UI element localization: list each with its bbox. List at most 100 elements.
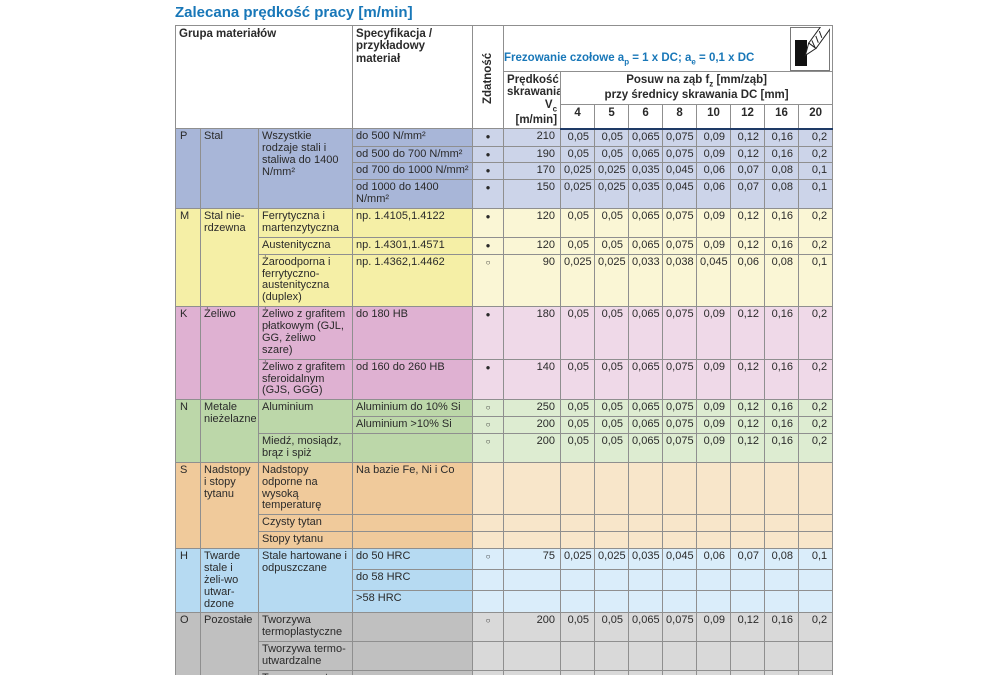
feed-value-cell [798,514,834,533]
rating-dot-very_good: ● [485,310,491,320]
feed-value-cell: 0,12 [730,208,766,238]
feed-value-cell [798,461,834,516]
feed-value-cell: 0,065 [628,416,664,435]
suitability-cell: ● [472,358,505,401]
spec-cell: Żaroodporna i ferrytyczno-austenityczna … [257,253,354,308]
header-suitability: Zdatność [472,24,505,130]
spec-cell: Ferrytyczna i martenzytyczna [257,208,354,238]
feed-value-cell [798,569,834,591]
cutting-speed-cell: 120 [503,236,562,255]
example-cell: np. 1.4105,1.4122 [352,208,474,238]
feed-value-cell [628,669,664,675]
material-row: Żeliwo z grafitem sferoidalnym (GJS, GGG… [176,358,834,401]
feed-value-cell: 0,1 [798,548,834,570]
feed-value-cell: 0,045 [662,162,698,181]
cutting-speed-cell: 250 [503,399,562,418]
feed-value-cell: 0,025 [560,253,596,308]
suitability-cell: ○ [472,253,505,308]
material-row: Austenityczna np. 1.4301,1.4571 ● 120 0,05 0,… [176,236,834,255]
material-row: P Stal Wszystkie rodzaje stali i staliwa d… [175,128,834,210]
feed-value-cell [696,641,732,671]
example-cell [352,669,474,675]
material-row: N Metale nieżelazne Aluminium Aluminium do … [175,399,834,463]
feed-value-cell: 0,05 [560,416,596,435]
group-letter-cell: H [175,548,201,614]
example-cell: od 700 do 1000 N/mm² [352,162,474,181]
feed-value-cell: 0,075 [662,145,698,164]
feed-value-cell: 0,065 [628,306,664,360]
cutting-speed-cell [503,589,562,614]
header-diameter-20: 20 [798,103,834,130]
feed-value-cell: 0,06 [696,162,732,181]
feed-value-cell [798,531,834,550]
example-cell: do 500 N/mm² [352,128,474,147]
feed-value-cell: 0,05 [560,612,596,643]
feed-value-cell: 0,09 [696,399,732,418]
feed-value-cell: 0,05 [594,358,630,401]
feed-value-cell [662,569,698,591]
feed-value-cell: 0,09 [696,145,732,164]
header-diameter-5: 5 [594,103,630,130]
group-name-cell: Twarde stale i żeli-wo utwar-dzone [200,548,259,614]
feed-value-cell: 0,06 [696,179,732,210]
feed-value-cell [560,531,596,550]
material-row: M Stal nie-rdzewna Ferrytyczna i martenzyt… [175,208,834,308]
feed-value-cell: 0,12 [730,416,766,435]
feed-value-cell: 0,1 [798,162,834,181]
end-mill-cutter-icon [790,26,832,71]
suitability-cell: ○ [472,399,505,418]
feed-value-cell [662,461,698,516]
feed-value-cell: 0,16 [764,399,800,418]
feed-value-cell: 0,065 [628,358,664,401]
feed-value-cell: 0,065 [628,236,664,255]
rating-dot-good: ○ [485,552,491,562]
feed-value-cell [628,589,664,614]
content: Zalecana prędkość pracy [m/min] Grupa ma… [174,4,835,675]
feed-value-cell: 0,05 [594,208,630,238]
feed-value-cell: 0,2 [798,208,834,238]
example-cell: np. 1.4362,1.4462 [352,253,474,308]
rating-dot-good: ○ [485,420,491,430]
group-name-cell: Pozostałe [200,612,259,675]
feed-value-cell: 0,05 [560,236,596,255]
example-cell [352,641,474,671]
feed-value-cell: 0,075 [662,433,698,463]
suitability-cell: ○ [472,416,505,435]
feed-value-cell: 0,2 [798,358,834,401]
suitability-cell: ○ [472,612,505,643]
feed-value-cell: 0,16 [764,358,800,401]
header-group-materials: Grupa materiałów [174,24,354,130]
example-cell [352,514,474,533]
header-cutting-speed: Prędkość skrawania Vc [m/min] [503,70,562,130]
feed-value-cell [730,589,766,614]
material-row: H Twarde stale i żeli-wo utwar-dzone Stale… [175,548,834,614]
feed-value-cell: 0,065 [628,399,664,418]
feed-value-cell [560,589,596,614]
feed-value-cell: 0,075 [662,399,698,418]
feed-value-cell [696,569,732,591]
feed-value-cell: 0,075 [662,128,698,147]
suitability-cell [472,461,505,516]
suitability-cell [472,589,505,614]
table-header: Grupa materiałów Specyfikacja / przykład… [174,24,834,130]
cutting-speed-cell [503,461,562,516]
feed-value-cell: 0,075 [662,358,698,401]
example-cell: do 180 HB [352,306,474,360]
feed-value-cell: 0,16 [764,306,800,360]
feed-value-cell [696,531,732,550]
example-cell: od 500 do 700 N/mm² [352,145,474,164]
example-cell [352,433,474,463]
example-cell [352,531,474,550]
feed-value-cell: 0,2 [798,145,834,164]
feed-value-cell [730,641,766,671]
cutting-speed-cell [503,569,562,591]
feed-value-cell: 0,12 [730,236,766,255]
header-diameter-4: 4 [560,103,596,130]
suitability-cell: ● [472,179,505,210]
feed-value-cell: 0,05 [594,433,630,463]
feed-value-cell: 0,05 [560,399,596,418]
suitability-cell [472,569,505,591]
feed-value-cell [730,514,766,533]
feed-value-cell: 0,09 [696,208,732,238]
